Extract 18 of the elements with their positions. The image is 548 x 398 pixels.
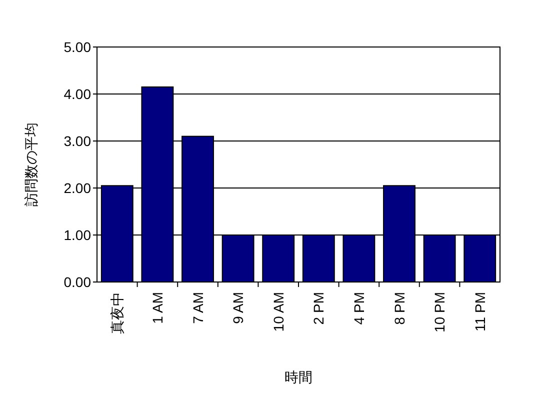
- y-tick-label: 2.00: [64, 180, 92, 196]
- y-tick-label: 4.00: [64, 86, 92, 102]
- x-tick-label: 10 AM: [270, 292, 286, 332]
- y-tick-label: 1.00: [64, 227, 92, 243]
- x-axis-title: 時間: [284, 369, 312, 385]
- y-tick-label: 5.00: [64, 39, 92, 55]
- y-tick-label: 3.00: [64, 133, 92, 149]
- x-tick-label: 1 AM: [149, 292, 166, 324]
- x-tick-label: 9 AM: [230, 292, 246, 324]
- x-tick-label: 真夜中: [109, 292, 126, 334]
- x-tick-label: 4 PM: [350, 292, 367, 325]
- x-tick-label: 2 PM: [310, 292, 327, 325]
- x-tick-label: 8 PM: [391, 292, 408, 325]
- x-tick-label: 10 PM: [432, 292, 448, 332]
- y-axis-title: 訪問数の平均: [23, 122, 39, 206]
- y-tick-label: 0.00: [64, 274, 92, 290]
- x-tick-label: 7 AM: [190, 292, 206, 324]
- x-tick-label: 11 PM: [472, 292, 488, 332]
